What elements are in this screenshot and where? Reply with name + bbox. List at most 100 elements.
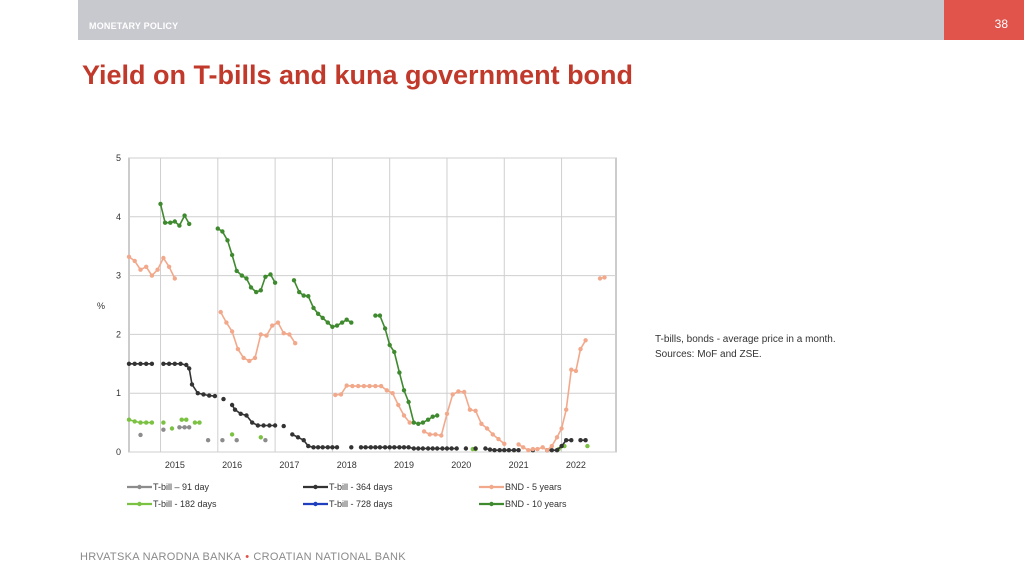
data-point	[301, 438, 306, 443]
data-point	[358, 445, 364, 450]
data-point	[368, 445, 373, 450]
data-point	[138, 432, 143, 438]
data-point	[479, 421, 484, 426]
data-point	[473, 446, 478, 451]
data-point	[483, 446, 488, 451]
legend-label: T-bill - 182 days	[153, 499, 217, 509]
data-point	[144, 264, 149, 269]
data-point	[263, 438, 268, 443]
data-point	[334, 323, 340, 328]
data-point	[569, 438, 574, 443]
footer-separator-icon: •	[245, 551, 250, 563]
data-point	[382, 326, 388, 331]
data-point	[440, 446, 445, 451]
data-point	[378, 383, 384, 389]
data-point	[545, 448, 550, 453]
data-point	[264, 333, 269, 338]
data-point	[158, 201, 163, 207]
data-point	[344, 317, 349, 322]
data-point	[234, 438, 239, 443]
data-point	[232, 407, 238, 412]
data-point	[187, 221, 192, 227]
series-0	[138, 425, 268, 443]
data-point	[330, 445, 335, 450]
data-point	[427, 432, 432, 437]
data-point	[382, 445, 388, 450]
data-point	[506, 448, 512, 453]
data-point	[585, 443, 590, 449]
data-point	[484, 426, 490, 431]
data-point	[144, 420, 149, 425]
data-point	[295, 435, 301, 440]
data-point	[496, 436, 501, 442]
data-point	[511, 448, 517, 453]
chart-note: T-bills, bonds - average price in a mont…	[655, 332, 836, 362]
data-point	[320, 445, 325, 450]
data-point	[490, 432, 495, 437]
data-point	[397, 370, 402, 375]
data-point	[502, 448, 507, 453]
data-point	[255, 423, 261, 428]
y-tick-label: 2	[116, 329, 121, 339]
y-axis-label: %	[97, 301, 105, 311]
data-point	[126, 254, 132, 259]
data-point	[254, 289, 259, 295]
data-point	[267, 423, 272, 428]
data-point	[126, 417, 132, 422]
legend-marker	[489, 484, 494, 490]
data-point	[435, 413, 440, 418]
data-point	[444, 446, 450, 451]
legend-label: T-bill - 364 days	[329, 482, 393, 492]
data-point	[244, 413, 249, 418]
legend-label: BND - 10 years	[505, 499, 567, 509]
data-point	[162, 220, 168, 225]
data-point	[161, 420, 166, 425]
data-point	[363, 445, 368, 450]
data-point	[454, 446, 459, 451]
data-point	[564, 407, 569, 412]
data-point	[325, 320, 330, 325]
data-point	[179, 417, 184, 422]
legend-item: BND - 10 years	[479, 499, 567, 509]
data-point	[384, 388, 389, 393]
data-point	[578, 346, 583, 352]
data-point	[339, 320, 345, 325]
data-point	[281, 423, 286, 429]
data-point	[462, 389, 467, 395]
data-point	[258, 435, 263, 440]
data-point	[172, 276, 177, 281]
data-point	[184, 362, 189, 368]
x-tick-label: 2021	[509, 460, 529, 470]
data-point	[401, 388, 407, 393]
data-point	[297, 289, 302, 295]
legend-marker	[489, 501, 494, 507]
data-point	[407, 420, 412, 425]
legend-marker	[313, 484, 318, 490]
data-point	[177, 425, 182, 430]
x-tick-label: 2022	[566, 460, 586, 470]
data-point	[425, 417, 431, 422]
page-number-box: 38	[944, 0, 1024, 40]
data-point	[344, 383, 349, 388]
legend-item: T-bill - 364 days	[303, 482, 393, 492]
data-point	[602, 275, 607, 280]
data-point	[416, 446, 421, 451]
data-point	[467, 407, 473, 412]
data-point	[549, 448, 554, 453]
data-point	[325, 445, 330, 450]
data-point	[149, 420, 155, 425]
data-point	[387, 445, 392, 450]
x-tick-label: 2017	[279, 460, 299, 470]
data-point	[311, 445, 316, 450]
plot-area	[128, 157, 617, 453]
y-tick-label: 5	[116, 153, 121, 163]
data-point	[195, 391, 200, 396]
data-point	[220, 438, 225, 443]
data-point	[334, 445, 340, 450]
data-point	[149, 273, 155, 278]
data-point	[184, 417, 189, 422]
data-point	[270, 323, 275, 328]
data-point	[411, 420, 416, 425]
data-point	[126, 361, 132, 366]
